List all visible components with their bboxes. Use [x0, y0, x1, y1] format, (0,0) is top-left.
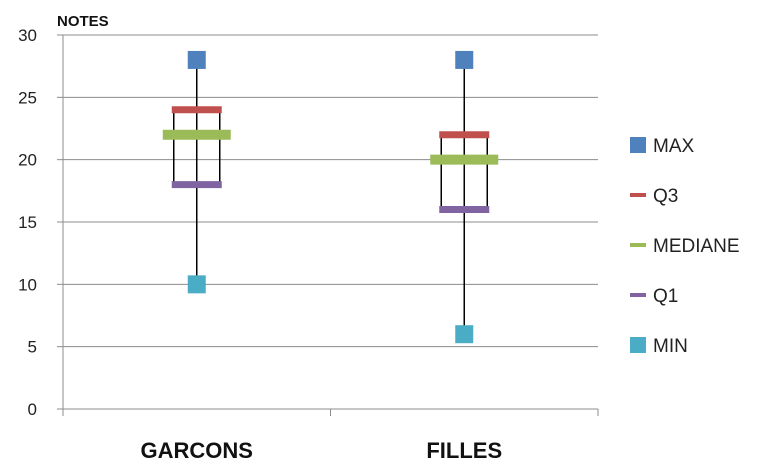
- axis-labels: 0 5 10 15 20 25 30 GARCONS FILLES: [18, 26, 502, 463]
- y-tick-label: 25: [18, 88, 37, 107]
- min-marker: [187, 275, 206, 294]
- gridlines: [63, 34, 598, 348]
- y-tick-label: 5: [28, 338, 37, 357]
- legend-label-q1: Q1: [653, 286, 678, 307]
- y-tick-label: 0: [28, 400, 37, 419]
- axes: [57, 34, 599, 416]
- legend: MAX Q3 MEDIANE Q1 MIN: [630, 136, 740, 357]
- y-axis-title: NOTES: [57, 13, 109, 30]
- max-marker: [455, 50, 474, 69]
- y-tick-label: 15: [18, 213, 37, 232]
- x-category-label: FILLES: [426, 438, 502, 463]
- legend-label-mediane: MEDIANE: [653, 236, 740, 257]
- min-marker: [455, 325, 474, 344]
- legend-swatch-max: [630, 137, 646, 153]
- y-tick-label: 30: [18, 26, 37, 45]
- legend-label-q3: Q3: [653, 186, 678, 207]
- y-tick-label: 20: [18, 151, 37, 170]
- legend-label-min: MIN: [653, 336, 688, 357]
- plot-marks: [162, 50, 499, 344]
- max-marker: [187, 50, 206, 69]
- x-category-label: GARCONS: [141, 438, 253, 463]
- legend-swatch-min: [630, 337, 646, 353]
- legend-label-max: MAX: [653, 136, 695, 157]
- y-tick-label: 10: [18, 275, 37, 294]
